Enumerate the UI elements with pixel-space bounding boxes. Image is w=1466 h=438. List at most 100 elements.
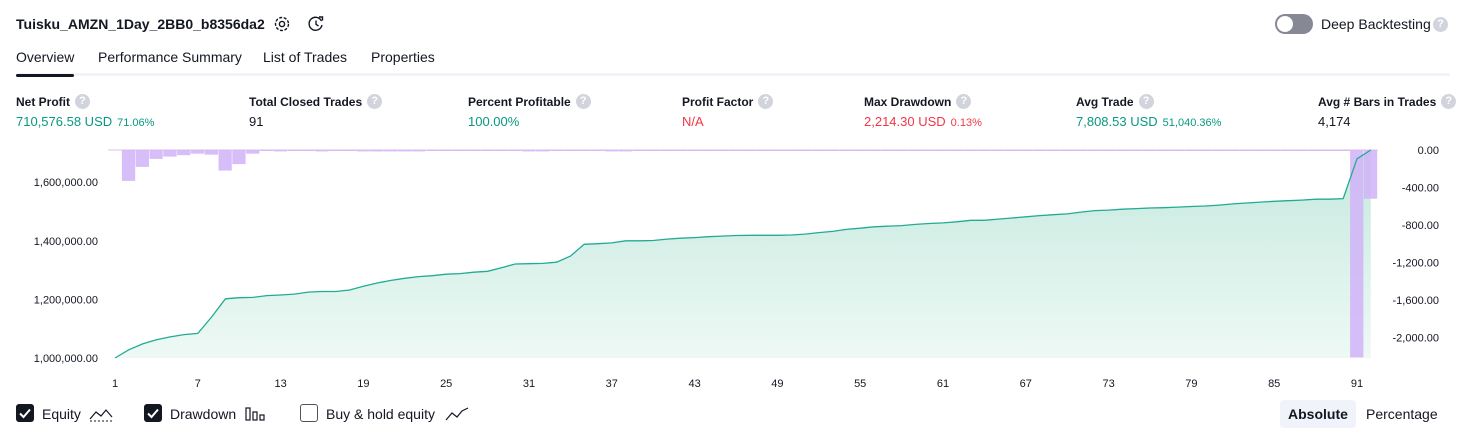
drawdown-bar xyxy=(604,150,619,152)
drawdown-bar xyxy=(1322,150,1336,151)
help-icon[interactable]: ? xyxy=(1433,17,1448,32)
tab-overview[interactable]: Overview xyxy=(16,49,75,77)
drawdown-bar xyxy=(356,150,370,152)
x-axis-tick: 37 xyxy=(606,378,618,390)
metric-value: 7,808.53 USD xyxy=(1076,114,1158,129)
legend-drawdown[interactable]: Drawdown xyxy=(144,402,274,426)
drawdown-bar xyxy=(839,150,853,151)
x-axis-tick: 19 xyxy=(357,378,369,390)
drawdown-bar xyxy=(1101,150,1115,151)
strategy-title: Tuisku_AMZN_1Day_2BB0_b8356da2 xyxy=(16,16,265,32)
metric-avg-trade: Avg Trade? 7,808.53 USD 51,040.36% xyxy=(1076,94,1221,129)
drawdown-bar xyxy=(1308,150,1322,151)
drawdown-bar xyxy=(825,150,839,151)
legend-label: Drawdown xyxy=(170,406,237,422)
drawdown-bar xyxy=(549,150,563,151)
drawdown-bar xyxy=(894,150,908,151)
equity-drawdown-chart[interactable]: 1,000,000.00 1,200,000.00 1,400,000.00 1,60… xyxy=(0,142,1466,392)
drawdown-bar xyxy=(853,150,867,151)
x-axis-tick: 61 xyxy=(937,378,949,390)
tab-properties[interactable]: Properties xyxy=(371,49,435,65)
drawdown-bar xyxy=(190,150,205,154)
drawdown-bar xyxy=(963,150,977,151)
help-icon[interactable]: ? xyxy=(956,94,972,109)
x-axis-tick: 85 xyxy=(1268,378,1280,390)
metric-label: Avg # Bars in Trades xyxy=(1318,94,1437,109)
equity-line xyxy=(114,149,1372,359)
drawdown-bar xyxy=(1074,150,1088,151)
drawdown-bar xyxy=(1046,150,1060,151)
equity-checkbox[interactable] xyxy=(16,404,34,422)
drawdown-bar xyxy=(177,150,191,156)
drawdown-bar xyxy=(1143,150,1157,151)
equity-area xyxy=(115,150,1371,358)
drawdown-bar xyxy=(480,150,494,151)
drawdown-bar xyxy=(411,150,425,152)
drawdown-bar xyxy=(908,150,922,151)
drawdown-bar xyxy=(135,150,149,167)
drawdown-bar xyxy=(742,150,757,151)
drawdown-bar xyxy=(453,150,467,151)
drawdown-bar xyxy=(701,150,715,151)
drawdown-bar xyxy=(756,150,770,151)
metric-label: Net Profit xyxy=(16,94,70,109)
report-tabs: Overview Performance Summary List of Tra… xyxy=(16,46,1450,77)
drawdown-bar xyxy=(149,150,163,159)
metric-label: Profit Factor xyxy=(682,94,754,109)
metric-value: 710,576.58 USD xyxy=(16,114,113,129)
deep-backtesting-control: Deep Backtesting ? xyxy=(1275,13,1450,35)
drawdown-bar xyxy=(1018,150,1033,151)
settings-icon[interactable] xyxy=(272,14,292,34)
tab-list-of-trades[interactable]: List of Trades xyxy=(263,49,348,65)
metric-value: N/A xyxy=(682,114,704,129)
legend-label: Buy & hold equity xyxy=(326,406,435,422)
equity-axis-tick: 1,200,000.00 xyxy=(34,294,98,306)
tab-performance-summary[interactable]: Performance Summary xyxy=(98,49,242,65)
toggle-knob xyxy=(1277,16,1293,32)
help-icon[interactable]: ? xyxy=(758,94,774,109)
drawdown-bar xyxy=(770,150,784,151)
drawdown-checkbox[interactable] xyxy=(144,404,162,422)
report-header: Tuisku_AMZN_1Day_2BB0_b8356da2 Deep Back… xyxy=(16,12,1450,38)
drawdown-bar xyxy=(922,150,936,151)
help-icon[interactable]: ? xyxy=(1138,94,1154,109)
drawdown-bar xyxy=(494,150,508,151)
metric-value: 2,214.30 USD xyxy=(864,114,946,129)
drawdown-bar xyxy=(1156,150,1171,151)
equity-axis-tick: 1,000,000.00 xyxy=(34,353,98,365)
drawdown-bar xyxy=(1363,150,1378,199)
help-icon[interactable]: ? xyxy=(367,94,383,109)
metric-percent: 0.13% xyxy=(950,117,982,129)
metric-percent: 71.06% xyxy=(117,117,155,129)
drawdown-bar xyxy=(867,150,881,151)
drawdown-bar xyxy=(1225,150,1240,151)
refresh-report-icon[interactable] xyxy=(306,14,326,34)
drawdown-bar xyxy=(1239,150,1253,151)
drawdown-bar xyxy=(729,150,743,151)
help-icon[interactable]: ? xyxy=(575,94,591,109)
drawdown-bar xyxy=(811,150,826,151)
drawdown-axis-tick: -2,000.00 xyxy=(1393,332,1439,344)
drawdown-bar xyxy=(1212,150,1226,151)
drawdown-bar xyxy=(439,150,453,151)
percentage-button[interactable]: Percentage xyxy=(1366,406,1438,422)
legend-buy-hold-equity[interactable]: Buy & hold equity xyxy=(300,402,480,426)
metric-total-closed-trades: Total Closed Trades? 91 xyxy=(249,94,383,129)
drawdown-bar xyxy=(936,150,950,151)
deep-backtesting-toggle[interactable] xyxy=(1275,14,1313,34)
equity-axis-tick: 1,600,000.00 xyxy=(34,177,98,189)
checkmark-icon xyxy=(19,408,31,419)
help-icon[interactable]: ? xyxy=(1441,94,1457,109)
absolute-button[interactable]: Absolute xyxy=(1280,400,1356,428)
drawdown-bar xyxy=(1060,150,1074,151)
drawdown-bar xyxy=(1281,150,1295,151)
drawdown-bar xyxy=(1087,150,1102,151)
buy-hold-checkbox[interactable] xyxy=(300,404,318,422)
drawdown-bar xyxy=(1170,150,1184,151)
drawdown-bar xyxy=(798,150,812,151)
legend-equity[interactable]: Equity xyxy=(16,402,116,426)
equity-line-icon xyxy=(89,409,113,422)
help-icon[interactable]: ? xyxy=(75,94,90,109)
drawdown-axis-tick: -1,200.00 xyxy=(1393,257,1439,269)
drawdown-bar xyxy=(466,150,481,151)
